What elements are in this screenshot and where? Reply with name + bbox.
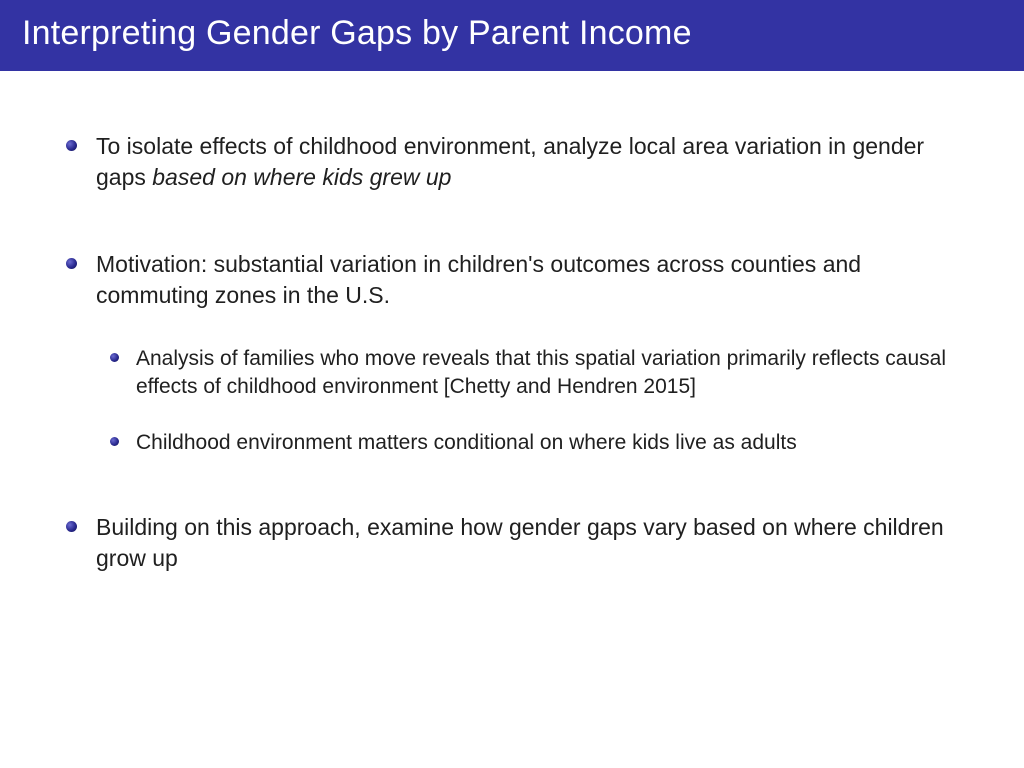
bullet-text: Building on this approach, examine how g… — [96, 514, 944, 571]
slide-title: Interpreting Gender Gaps by Parent Incom… — [22, 14, 692, 52]
sub-bullet-text: Analysis of families who move reveals th… — [136, 347, 946, 398]
slide-title-bar: Interpreting Gender Gaps by Parent Incom… — [0, 0, 1024, 71]
bullet-item: Building on this approach, examine how g… — [50, 512, 974, 574]
sub-bullet-item: Analysis of families who move reveals th… — [96, 345, 974, 400]
sub-bullet-list: Analysis of families who move reveals th… — [96, 345, 974, 456]
sub-bullet-item: Childhood environment matters conditiona… — [96, 429, 974, 457]
bullet-list: To isolate effects of childhood environm… — [50, 131, 974, 574]
bullet-text-italic: based on where kids grew up — [152, 164, 451, 190]
bullet-item: To isolate effects of childhood environm… — [50, 131, 974, 193]
slide-content: To isolate effects of childhood environm… — [0, 71, 1024, 574]
bullet-text: Motivation: substantial variation in chi… — [96, 251, 861, 308]
bullet-item: Motivation: substantial variation in chi… — [50, 249, 974, 456]
sub-bullet-text: Childhood environment matters conditiona… — [136, 431, 797, 454]
